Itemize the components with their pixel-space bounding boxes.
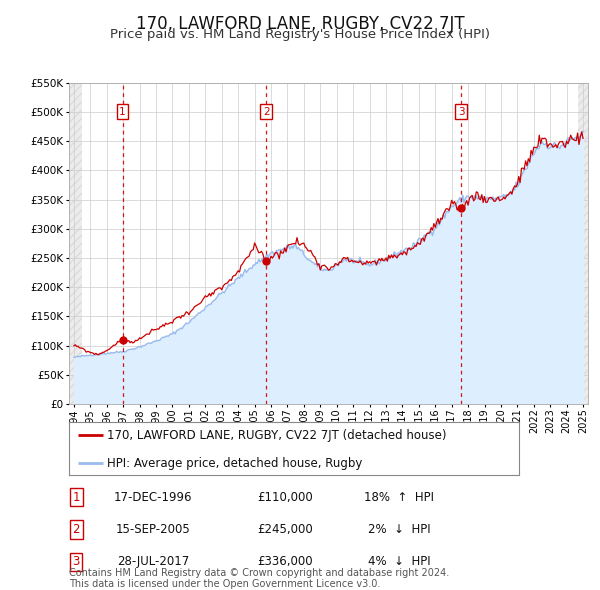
Text: £245,000: £245,000 (257, 523, 313, 536)
Bar (69, 83, 82, 404)
Text: Price paid vs. HM Land Registry's House Price Index (HPI): Price paid vs. HM Land Registry's House … (110, 28, 490, 41)
Text: Contains HM Land Registry data © Crown copyright and database right 2024.: Contains HM Land Registry data © Crown c… (69, 568, 449, 578)
Text: This data is licensed under the Open Government Licence v3.0.: This data is licensed under the Open Gov… (69, 579, 380, 589)
Text: 4%  ↓  HPI: 4% ↓ HPI (368, 555, 430, 569)
Text: 1: 1 (119, 107, 126, 117)
Text: 2: 2 (73, 523, 80, 536)
Text: 1: 1 (73, 490, 80, 504)
Text: £336,000: £336,000 (257, 555, 313, 569)
Text: 3: 3 (458, 107, 464, 117)
Text: 2: 2 (263, 107, 269, 117)
Text: 170, LAWFORD LANE, RUGBY, CV22 7JT: 170, LAWFORD LANE, RUGBY, CV22 7JT (136, 15, 464, 33)
Text: £110,000: £110,000 (257, 490, 313, 504)
Text: 17-DEC-1996: 17-DEC-1996 (114, 490, 192, 504)
Bar (578, 83, 588, 404)
Text: 18%  ↑  HPI: 18% ↑ HPI (364, 490, 434, 504)
Text: 3: 3 (73, 555, 80, 569)
Text: 2%  ↓  HPI: 2% ↓ HPI (368, 523, 430, 536)
Text: 170, LAWFORD LANE, RUGBY, CV22 7JT (detached house): 170, LAWFORD LANE, RUGBY, CV22 7JT (deta… (107, 428, 447, 442)
Text: 28-JUL-2017: 28-JUL-2017 (117, 555, 189, 569)
Text: HPI: Average price, detached house, Rugby: HPI: Average price, detached house, Rugb… (107, 457, 362, 470)
Text: 15-SEP-2005: 15-SEP-2005 (116, 523, 190, 536)
